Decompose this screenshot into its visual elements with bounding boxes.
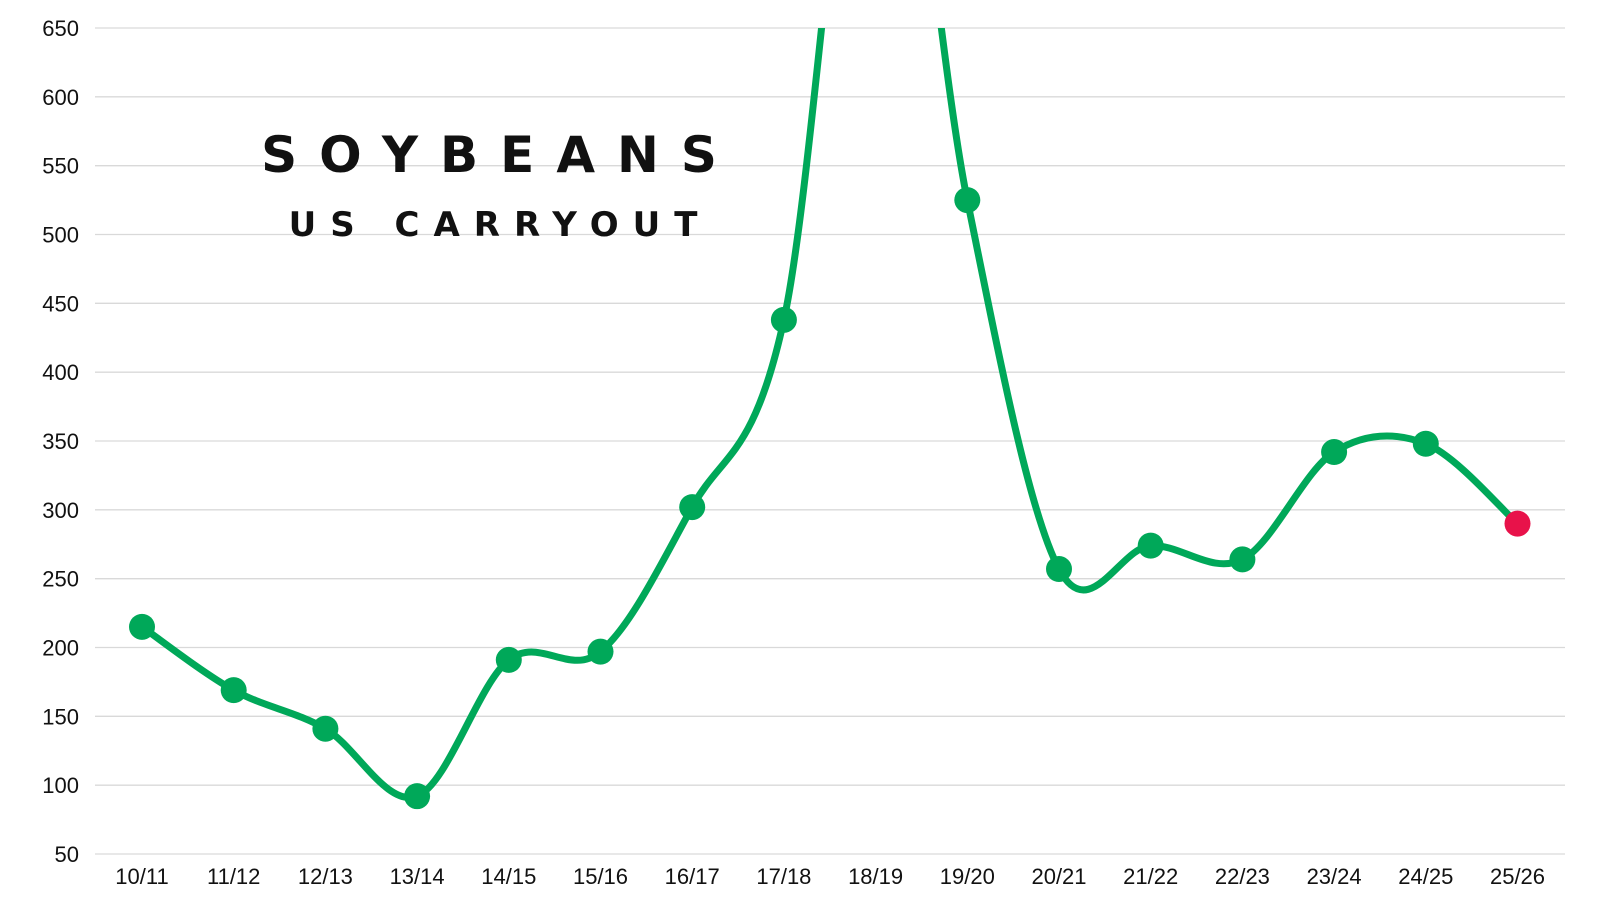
- x-tick-label: 14/15: [481, 864, 536, 889]
- y-tick-label: 500: [42, 223, 79, 248]
- x-tick-label: 18/19: [848, 864, 903, 889]
- data-point: [770, 306, 797, 333]
- data-point: [587, 638, 614, 665]
- x-tick-label: 19/20: [940, 864, 995, 889]
- x-tick-label: 24/25: [1398, 864, 1453, 889]
- y-tick-label: 350: [42, 429, 79, 454]
- chart-title: SOYBEANS: [261, 126, 739, 184]
- x-tick-label: 17/18: [756, 864, 811, 889]
- y-tick-label: 100: [42, 773, 79, 798]
- y-axis-ticks: 50 100 150 200 250 300 350 400 450 500 550 600 650: [42, 16, 79, 867]
- series-line: [138, 28, 1521, 802]
- data-point: [495, 646, 522, 673]
- x-tick-label: 20/21: [1031, 864, 1086, 889]
- data-point: [129, 613, 155, 640]
- x-tick-label: 25/26: [1490, 864, 1545, 889]
- y-tick-label: 300: [42, 498, 79, 523]
- x-tick-label: 10/11: [115, 864, 168, 889]
- data-point: [1321, 439, 1348, 466]
- data-point: [679, 494, 706, 521]
- data-point: [1137, 532, 1164, 559]
- y-tick-label: 600: [42, 85, 79, 110]
- y-tick-label: 200: [42, 636, 79, 661]
- x-tick-label: 13/14: [390, 864, 445, 889]
- series-path: [138, 28, 1521, 802]
- data-point: [404, 783, 431, 810]
- x-tick-label: 12/13: [298, 864, 353, 889]
- data-point: [1046, 556, 1072, 583]
- x-tick-label: 21/22: [1123, 864, 1178, 889]
- chart-subtitle: US CARRYOUT: [289, 205, 712, 245]
- data-point: [1229, 546, 1256, 573]
- data-points: [129, 187, 1531, 810]
- y-tick-label: 650: [42, 16, 79, 41]
- data-point: [954, 187, 981, 214]
- data-point: [1412, 430, 1439, 457]
- latest-data-point: [1504, 510, 1531, 537]
- x-tick-label: 22/23: [1215, 864, 1270, 889]
- grid-lines: [95, 27, 1565, 855]
- data-point: [220, 677, 247, 704]
- x-axis-ticks: 10/11 11/12 12/13 13/14 14/15 15/16 16/17 17/18…: [115, 864, 1545, 889]
- x-tick-label: 15/16: [573, 864, 628, 889]
- x-tick-label: 16/17: [665, 864, 720, 889]
- data-point: [312, 715, 339, 742]
- y-tick-label: 150: [42, 704, 79, 729]
- x-tick-label: 11/12: [207, 864, 260, 889]
- x-tick-label: 23/24: [1307, 864, 1362, 889]
- y-tick-label: 400: [42, 360, 79, 385]
- y-tick-label: 50: [55, 842, 79, 867]
- y-tick-label: 250: [42, 567, 79, 592]
- y-tick-label: 550: [42, 154, 79, 179]
- y-tick-label: 450: [42, 291, 79, 316]
